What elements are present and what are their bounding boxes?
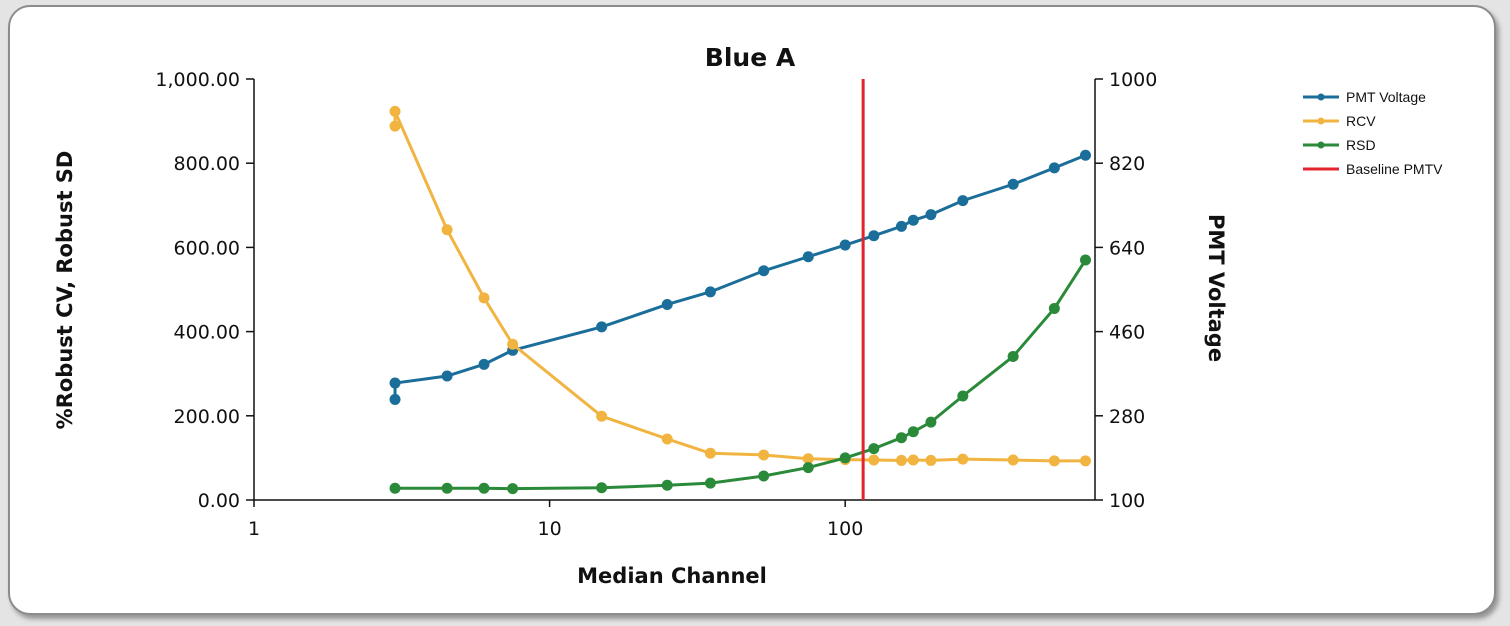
y-tick-label: 200.00 — [174, 406, 240, 428]
series-line — [393, 153, 1087, 400]
legend-item: Baseline PMTV — [1303, 161, 1443, 177]
data-point — [1079, 149, 1091, 161]
data-point — [802, 453, 814, 465]
legend-label: PMT Voltage — [1346, 89, 1426, 105]
y-tick-label: 600.00 — [174, 237, 240, 259]
legend-label: RCV — [1346, 113, 1376, 129]
y-axis-label: %Robust CV, Robust SD — [53, 151, 77, 430]
series-line — [393, 109, 1086, 463]
legend-marker — [1317, 141, 1325, 149]
y-tick-label: 800.00 — [174, 153, 240, 175]
legend-item: PMT Voltage — [1303, 89, 1426, 105]
data-point — [661, 433, 673, 445]
data-point — [478, 292, 490, 304]
data-point — [704, 286, 716, 298]
y-tick-label: 0.00 — [198, 490, 240, 512]
data-point — [907, 214, 919, 226]
data-point — [507, 483, 519, 495]
data-point — [596, 321, 608, 333]
x-tick-label: 1 — [248, 518, 260, 540]
x-tick-label: 100 — [827, 518, 863, 540]
y2-tick-label: 1000 — [1109, 69, 1157, 91]
data-point — [1007, 178, 1019, 190]
data-point — [839, 452, 851, 464]
x-axis-label: Median Channel — [577, 564, 767, 588]
data-point — [596, 410, 608, 422]
data-point — [758, 265, 770, 277]
data-point — [957, 453, 969, 465]
data-point — [441, 370, 453, 382]
data-point — [389, 482, 401, 494]
data-point — [839, 239, 851, 251]
data-point — [661, 298, 673, 310]
legend-marker — [1317, 117, 1325, 125]
y2-tick-label: 820 — [1109, 153, 1145, 175]
legend-marker — [1317, 93, 1325, 101]
data-point — [596, 482, 608, 494]
data-point — [907, 454, 919, 466]
legend: PMT Voltage RCV RSD Baseline PMTV — [1303, 89, 1443, 177]
data-point — [507, 338, 519, 350]
y2-tick-label: 640 — [1109, 237, 1145, 259]
data-point — [758, 470, 770, 482]
data-point — [704, 447, 716, 459]
data-point — [907, 426, 919, 438]
data-point — [1007, 350, 1019, 362]
y2-tick-label: 100 — [1109, 490, 1145, 512]
series-rcv — [389, 105, 1091, 467]
data-point — [868, 454, 880, 466]
data-point — [1079, 254, 1091, 266]
data-point — [389, 120, 401, 132]
data-point — [802, 251, 814, 263]
data-point — [925, 209, 937, 221]
data-point — [1048, 302, 1060, 314]
x-tick-label: 10 — [538, 518, 562, 540]
data-point — [441, 482, 453, 494]
data-point — [478, 482, 490, 494]
legend-item: RSD — [1303, 137, 1376, 153]
data-point — [925, 416, 937, 428]
data-point — [389, 377, 401, 389]
plot-area: 1 10 100 0.00 200.00 400.00 600.00 800.00 1,000.… — [155, 69, 1157, 540]
data-point — [1079, 455, 1091, 467]
data-point — [661, 479, 673, 491]
legend-label: Baseline PMTV — [1346, 161, 1443, 177]
y-tick-label: 1,000.00 — [155, 69, 240, 91]
data-point — [868, 230, 880, 242]
series-rsd — [389, 254, 1091, 495]
data-point — [1048, 162, 1060, 174]
legend-label: RSD — [1346, 137, 1376, 153]
data-point — [868, 443, 880, 455]
data-point — [957, 195, 969, 207]
y2-tick-label: 460 — [1109, 322, 1145, 344]
data-point — [802, 462, 814, 474]
data-point — [704, 477, 716, 489]
data-point — [1007, 454, 1019, 466]
data-point — [441, 224, 453, 236]
data-point — [895, 432, 907, 444]
y2-axis-label: PMT Voltage — [1204, 214, 1228, 362]
chart-panel — [8, 5, 1496, 615]
data-point — [895, 454, 907, 466]
chart-title: Blue A — [705, 43, 796, 72]
data-point — [925, 454, 937, 466]
data-point — [478, 358, 490, 370]
legend-item: RCV — [1303, 113, 1376, 129]
data-point — [389, 105, 401, 117]
data-point — [1048, 455, 1060, 467]
data-point — [758, 449, 770, 461]
y-tick-label: 400.00 — [174, 322, 240, 344]
data-point — [389, 393, 401, 405]
series-pmt-voltage — [389, 149, 1091, 405]
data-point — [957, 390, 969, 402]
y2-tick-label: 280 — [1109, 406, 1145, 428]
data-point — [895, 220, 907, 232]
